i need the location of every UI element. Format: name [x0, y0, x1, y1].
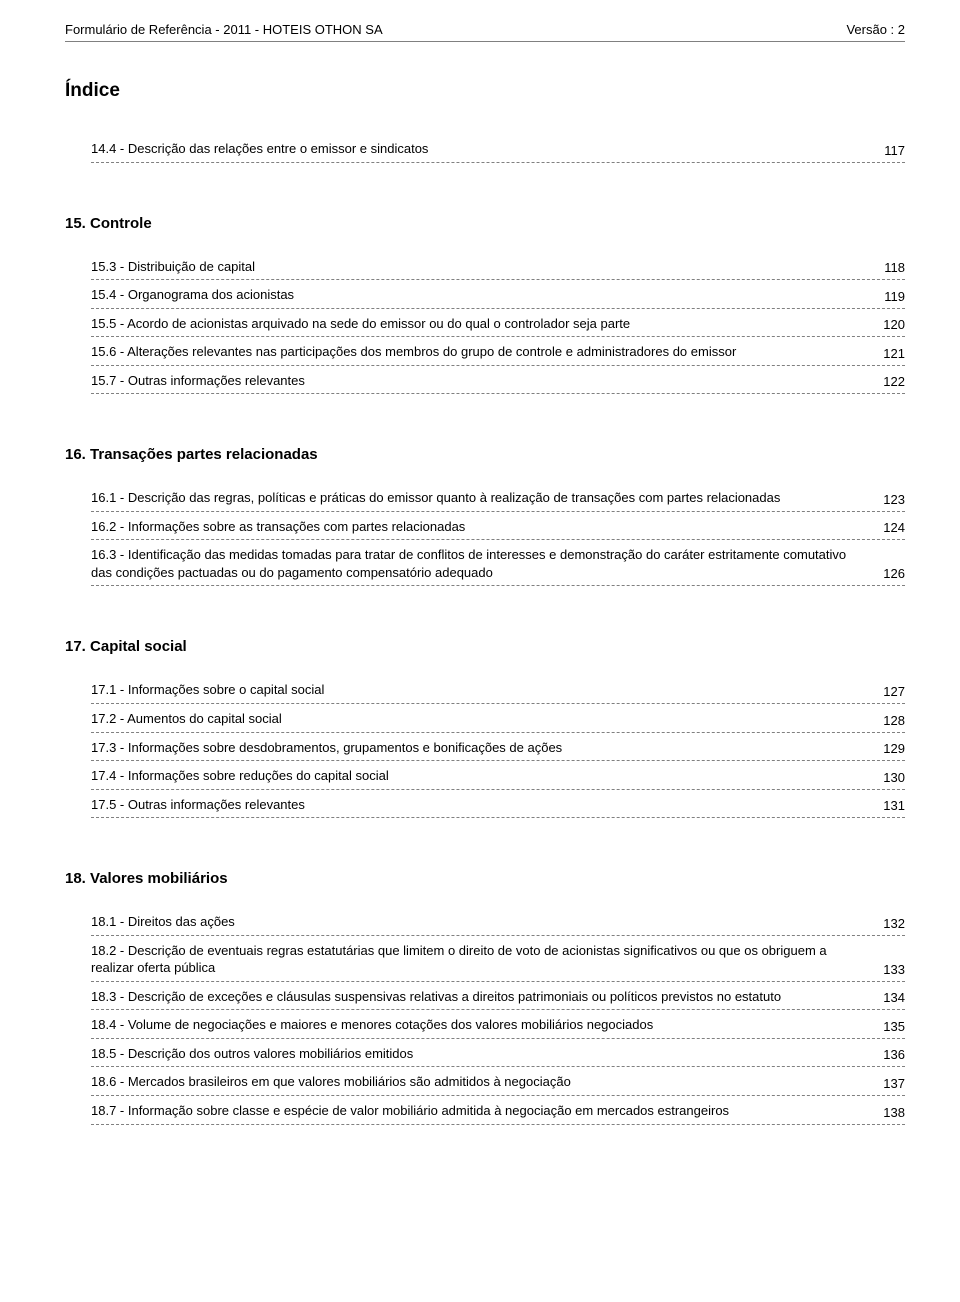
- toc-label: 17.4 - Informações sobre reduções do cap…: [91, 767, 883, 785]
- toc-row: 17.5 - Outras informações relevantes 131: [91, 790, 905, 819]
- toc-page-number: 117: [884, 143, 905, 158]
- toc-page-number: 126: [883, 566, 905, 581]
- toc-row: 14.4 - Descrição das relações entre o em…: [91, 134, 905, 163]
- section-heading: 15. Controle: [65, 215, 905, 232]
- toc-label: 14.4 - Descrição das relações entre o em…: [91, 140, 884, 158]
- toc-label: 17.3 - Informações sobre desdobramentos,…: [91, 739, 883, 757]
- toc-row: 17.4 - Informações sobre reduções do cap…: [91, 761, 905, 790]
- header-right: Versão : 2: [846, 22, 905, 37]
- toc-page-number: 129: [883, 741, 905, 756]
- toc-row: 16.1 - Descrição das regras, políticas e…: [91, 483, 905, 512]
- toc-label: 15.7 - Outras informações relevantes: [91, 372, 883, 390]
- toc-row: 15.6 - Alterações relevantes nas partici…: [91, 337, 905, 366]
- toc-section: 16. Transações partes relacionadas 16.1 …: [65, 446, 905, 586]
- standalone-toc-section: 14.4 - Descrição das relações entre o em…: [65, 134, 905, 163]
- toc-row: 16.3 - Identificação das medidas tomadas…: [91, 540, 905, 586]
- toc-label: 15.5 - Acordo de acionistas arquivado na…: [91, 315, 883, 333]
- toc-label: 18.1 - Direitos das ações: [91, 913, 883, 931]
- toc-section: 18. Valores mobiliários 18.1 - Direitos …: [65, 870, 905, 1124]
- page-header: Formulário de Referência - 2011 - HOTEIS…: [65, 22, 905, 42]
- toc-row: 17.3 - Informações sobre desdobramentos,…: [91, 733, 905, 762]
- toc-page-number: 128: [883, 713, 905, 728]
- section-heading: 18. Valores mobiliários: [65, 870, 905, 887]
- toc-page-number: 127: [883, 684, 905, 699]
- toc-label: 15.4 - Organograma dos acionistas: [91, 286, 884, 304]
- toc-label: 17.2 - Aumentos do capital social: [91, 710, 883, 728]
- section-heading: 16. Transações partes relacionadas: [65, 446, 905, 463]
- toc-label: 18.5 - Descrição dos outros valores mobi…: [91, 1045, 883, 1063]
- toc-row: 18.6 - Mercados brasileiros em que valor…: [91, 1067, 905, 1096]
- toc-section: 17. Capital social 17.1 - Informações so…: [65, 638, 905, 818]
- toc-label: 16.1 - Descrição das regras, políticas e…: [91, 489, 883, 507]
- toc-label: 18.2 - Descrição de eventuais regras est…: [91, 942, 883, 977]
- toc-row: 18.5 - Descrição dos outros valores mobi…: [91, 1039, 905, 1068]
- toc-row: 15.5 - Acordo de acionistas arquivado na…: [91, 309, 905, 338]
- toc-row: 17.1 - Informações sobre o capital socia…: [91, 675, 905, 704]
- header-left: Formulário de Referência - 2011 - HOTEIS…: [65, 22, 383, 37]
- toc-page-number: 134: [883, 990, 905, 1005]
- toc-page-number: 131: [883, 798, 905, 813]
- toc-row: 15.3 - Distribuição de capital 118: [91, 252, 905, 281]
- toc-row: 16.2 - Informações sobre as transações c…: [91, 512, 905, 541]
- toc-label: 18.4 - Volume de negociações e maiores e…: [91, 1016, 883, 1034]
- toc-row: 15.4 - Organograma dos acionistas 119: [91, 280, 905, 309]
- section-heading: 17. Capital social: [65, 638, 905, 655]
- toc-page-number: 124: [883, 520, 905, 535]
- toc-row: 18.7 - Informação sobre classe e espécie…: [91, 1096, 905, 1125]
- document-page: Formulário de Referência - 2011 - HOTEIS…: [0, 0, 960, 1207]
- toc-page-number: 136: [883, 1047, 905, 1062]
- toc-page-number: 118: [884, 260, 905, 275]
- toc-row: 18.1 - Direitos das ações 132: [91, 907, 905, 936]
- toc-page-number: 121: [883, 346, 905, 361]
- toc-row: 18.3 - Descrição de exceções e cláusulas…: [91, 982, 905, 1011]
- toc-row: 18.4 - Volume de negociações e maiores e…: [91, 1010, 905, 1039]
- toc-label: 18.7 - Informação sobre classe e espécie…: [91, 1102, 883, 1120]
- toc-label: 16.3 - Identificação das medidas tomadas…: [91, 546, 883, 581]
- toc-section: 15. Controle 15.3 - Distribuição de capi…: [65, 215, 905, 395]
- toc-page-number: 122: [883, 374, 905, 389]
- toc-label: 17.5 - Outras informações relevantes: [91, 796, 883, 814]
- toc-page-number: 132: [883, 916, 905, 931]
- toc-row: 17.2 - Aumentos do capital social 128: [91, 704, 905, 733]
- toc-label: 15.3 - Distribuição de capital: [91, 258, 884, 276]
- toc-page-number: 133: [883, 962, 905, 977]
- toc-page-number: 138: [883, 1105, 905, 1120]
- index-title: Índice: [65, 80, 905, 102]
- toc-page-number: 119: [884, 289, 905, 304]
- toc-page-number: 130: [883, 770, 905, 785]
- toc-row: 15.7 - Outras informações relevantes 122: [91, 366, 905, 395]
- toc-label: 18.6 - Mercados brasileiros em que valor…: [91, 1073, 883, 1091]
- toc-page-number: 137: [883, 1076, 905, 1091]
- toc-label: 16.2 - Informações sobre as transações c…: [91, 518, 883, 536]
- toc-page-number: 120: [883, 317, 905, 332]
- toc-page-number: 135: [883, 1019, 905, 1034]
- toc-row: 18.2 - Descrição de eventuais regras est…: [91, 936, 905, 982]
- toc-label: 15.6 - Alterações relevantes nas partici…: [91, 343, 883, 361]
- toc-label: 18.3 - Descrição de exceções e cláusulas…: [91, 988, 883, 1006]
- toc-page-number: 123: [883, 492, 905, 507]
- toc-label: 17.1 - Informações sobre o capital socia…: [91, 681, 883, 699]
